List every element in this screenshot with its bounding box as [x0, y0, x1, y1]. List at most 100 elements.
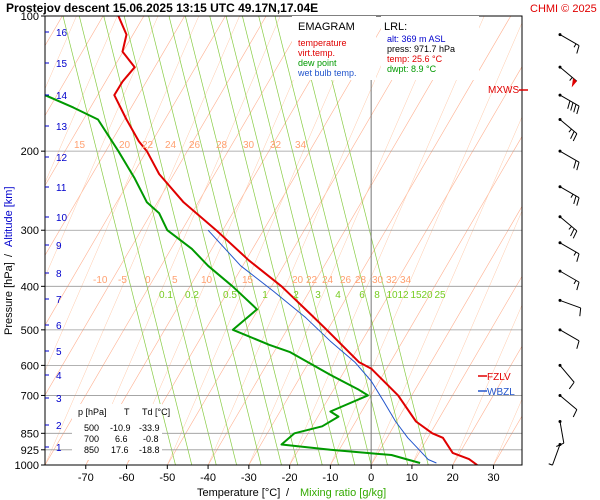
credit-text: CHMI © 2025 — [530, 3, 597, 15]
y-tick-label: 300 — [21, 225, 39, 237]
wind-barb-half-feather — [570, 193, 574, 198]
lrl-temp: temp: 25.6 °C — [387, 54, 443, 64]
plot-frame — [44, 15, 523, 466]
wind-barb — [558, 65, 578, 88]
x-tick-label: 30 — [487, 472, 499, 484]
wind-barb-feather — [576, 105, 580, 115]
lrl-bg — [381, 16, 479, 80]
wind-barb-station — [558, 298, 562, 302]
wind-barb-feather — [570, 131, 575, 139]
wind-barb — [558, 363, 575, 390]
skewed-isotherm — [126, 16, 389, 465]
isotherm-label: -5 — [118, 275, 127, 286]
isotherm-label: 30 — [372, 275, 384, 286]
levels-header-td: Td [°C] — [142, 407, 170, 417]
altitude-tick-label: 8 — [56, 269, 62, 280]
x-tick-label: -10 — [322, 472, 338, 484]
dry-adiabat — [248, 16, 444, 465]
wind-barb — [558, 328, 580, 349]
series-dew-point — [45, 94, 421, 464]
wind-barb-feather — [576, 340, 580, 349]
wind-barb-station — [558, 419, 562, 423]
mixing-ratio-line — [242, 16, 356, 465]
y-tick-label: 600 — [21, 360, 39, 372]
mixing-ratio-line — [168, 16, 282, 465]
y-tick-label: 700 — [21, 390, 39, 402]
wind-barb-staff — [559, 395, 578, 410]
isotherm-label: 20 — [292, 275, 304, 286]
wind-barb-staff — [559, 186, 580, 199]
mixing-ratio-label: 0.5 — [223, 290, 237, 301]
legend-virt-temp: virt.temp. — [298, 48, 335, 58]
isotherm-label: 24 — [322, 275, 334, 286]
legend-bg — [292, 16, 376, 80]
marker-wbzl: WBZL — [478, 387, 515, 398]
isotherm-label: 10 — [201, 275, 213, 286]
altitude-tick-label: 10 — [56, 213, 68, 224]
isotherm-label: 24 — [165, 140, 177, 151]
wind-barb-feather — [567, 100, 571, 109]
levels-row-700-t: 6.6 — [115, 434, 128, 444]
wind-barb-staff — [552, 444, 561, 466]
altitude-tick-label: 16 — [56, 28, 68, 39]
dry-adiabat — [207, 16, 403, 465]
wind-barb-station — [558, 363, 562, 367]
x-axis-label-sep: / — [286, 487, 290, 499]
mixing-ratio-line — [274, 16, 388, 465]
y-tick-label: 400 — [21, 281, 39, 293]
altitude-tick-label: 1 — [56, 443, 62, 454]
altitude-tick-label: 3 — [56, 394, 62, 405]
series-group — [45, 16, 478, 465]
wind-barb-feather — [572, 133, 578, 142]
altitude-tick-label: 14 — [56, 91, 68, 102]
mixing-ratio-line — [225, 16, 339, 465]
dry-adiabat — [330, 22, 522, 465]
marker-fzlv: FZLV — [478, 372, 511, 383]
x-tick-label: -50 — [159, 472, 175, 484]
altitude-tick-label: 5 — [56, 347, 62, 358]
y-tick-label: 200 — [21, 146, 39, 158]
isotherm-label: 15 — [242, 275, 254, 286]
wind-barb-feather — [573, 104, 577, 113]
y-tick-label: 925 — [21, 445, 39, 457]
mixing-ratio-label: 1 — [262, 290, 268, 301]
legend-title: EMAGRAM — [298, 21, 355, 33]
mixing-ratio-label: 4 — [335, 290, 341, 301]
dry-adiabat — [85, 16, 281, 465]
levels-row-500-td: -33.9 — [139, 423, 160, 433]
dry-adiabat — [126, 16, 322, 465]
wind-barb-station — [558, 328, 562, 332]
wind-barb-feather — [572, 409, 578, 418]
wind-barb-staff — [559, 365, 575, 383]
altitude-tick-label: 4 — [56, 371, 62, 382]
skewed-isotherm — [45, 16, 226, 326]
levels-row-700-p: 700 — [84, 434, 99, 444]
wind-barb-feather — [576, 45, 580, 54]
wind-barb — [558, 269, 580, 291]
x-tick-label: -40 — [200, 472, 216, 484]
mxws-label: MXWS — [488, 85, 519, 96]
wind-barb-station — [558, 241, 562, 245]
wind-barb-half-feather — [573, 43, 577, 48]
skewed-isotherm — [167, 16, 430, 465]
wind-barb-half-feather — [573, 280, 577, 285]
dry-adiabat — [411, 210, 522, 465]
mixing-ratio-label: 6 — [359, 290, 365, 301]
wind-barb-half-feather — [568, 128, 572, 133]
mixing-ratio-label: 8 — [374, 290, 380, 301]
mixing-ratio-label: 20 — [421, 290, 433, 301]
wind-barb-staff — [559, 421, 565, 444]
wind-barb-feather — [568, 381, 575, 390]
wind-barb-feather — [576, 253, 580, 262]
levels-row-500-p: 500 — [84, 423, 99, 433]
wind-barb-staff — [559, 94, 580, 107]
wind-barbs — [548, 33, 582, 466]
altitude-tick-label: 2 — [56, 421, 62, 432]
wind-barb — [558, 33, 580, 54]
isotherm-label: 15 — [74, 140, 86, 151]
x-axis-label-temp: Temperature [°C] — [197, 487, 280, 499]
wind-barb-feather — [576, 281, 580, 291]
isotherm-label: 22 — [306, 275, 318, 286]
isotherm-label: 22 — [142, 140, 154, 151]
wind-barb-station — [558, 442, 562, 446]
